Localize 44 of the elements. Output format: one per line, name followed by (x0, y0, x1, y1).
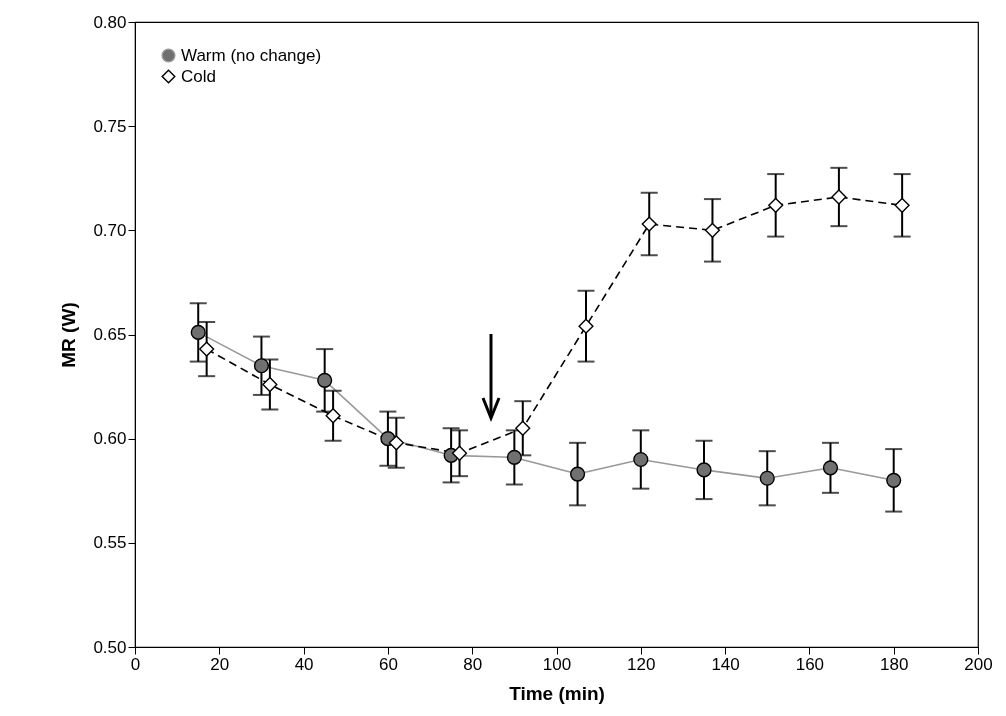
point (569, 466, 586, 482)
point (451, 445, 468, 461)
point (759, 470, 775, 486)
point (704, 222, 721, 238)
y-tick-label: 0.60 (93, 429, 127, 449)
point (696, 462, 712, 478)
point (262, 376, 278, 393)
point (633, 451, 649, 468)
x-tick-label: 160 (795, 654, 825, 674)
point (768, 197, 784, 213)
x-tick-label: 80 (463, 654, 483, 674)
point (253, 358, 270, 374)
y-tick-label: 0.70 (93, 220, 127, 240)
legend-label: Cold (181, 66, 216, 86)
point (886, 472, 902, 488)
y-tick-label: 0.55 (93, 533, 127, 553)
point (325, 408, 341, 424)
point (388, 435, 404, 451)
point (190, 324, 206, 340)
point (506, 449, 522, 465)
y-tick-label: 0.50 (93, 637, 127, 657)
point (578, 318, 594, 334)
x-tick-label: 200 (964, 654, 993, 674)
y-tick-label: 0.80 (93, 12, 127, 32)
x-tick-label: 140 (711, 654, 740, 674)
y-tick-label: 0.75 (93, 116, 127, 136)
x-tick-label: 0 (130, 654, 141, 674)
x-tick-label: 180 (880, 654, 909, 674)
x-tick-label: 120 (627, 654, 656, 674)
x-tick-label: 20 (210, 654, 230, 674)
point (317, 372, 333, 388)
point (831, 189, 847, 205)
point (199, 341, 215, 357)
point (515, 420, 531, 436)
legend-label: Warm (no change) (181, 45, 322, 65)
point (822, 460, 839, 476)
point (894, 197, 910, 213)
x-tick-label: 60 (378, 654, 398, 674)
x-tick-label: 40 (294, 654, 314, 674)
y-tick-label: 0.65 (93, 325, 127, 344)
x-axis-title: Time (min) (509, 682, 605, 704)
point (641, 216, 657, 232)
y-axis-title: MR (W) (58, 302, 80, 368)
x-tick-label: 100 (542, 654, 572, 674)
